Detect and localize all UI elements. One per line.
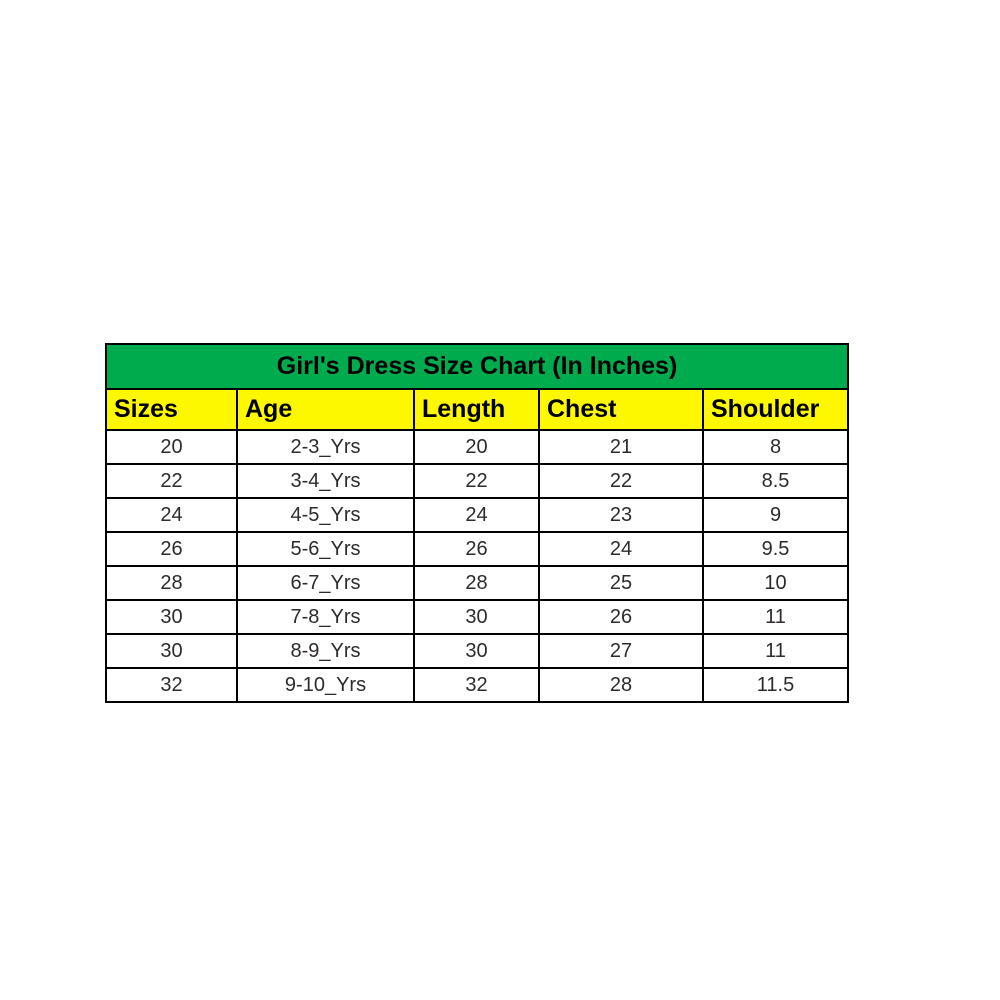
table-row: 20 2-3_Yrs 20 21 8: [105, 429, 850, 465]
table-cell: 8: [701, 429, 850, 465]
table-cell: 9-10_Yrs: [236, 667, 415, 703]
size-chart-table: Girl's Dress Size Chart (In Inches) Size…: [104, 343, 850, 703]
table-cell: 22: [413, 463, 540, 499]
table-cell: 30: [105, 599, 238, 635]
table-cell: 26: [413, 531, 540, 567]
table-cell: 22: [105, 463, 238, 499]
table-cell: 24: [538, 531, 704, 567]
table-cell: 30: [413, 633, 540, 669]
table-cell: 28: [413, 565, 540, 601]
column-header: Sizes: [105, 388, 238, 431]
table-cell: 23: [538, 497, 704, 533]
column-header: Chest: [538, 388, 704, 431]
table-cell: 7-8_Yrs: [236, 599, 415, 635]
table-cell: 27: [538, 633, 704, 669]
column-header: Shoulder: [701, 388, 850, 431]
column-header: Age: [236, 388, 415, 431]
table-cell: 3-4_Yrs: [236, 463, 415, 499]
table-cell: 25: [538, 565, 704, 601]
table-cell: 32: [413, 667, 540, 703]
column-header: Length: [413, 388, 540, 431]
table-cell: 11: [701, 633, 850, 669]
table-cell: 6-7_Yrs: [236, 565, 415, 601]
table-row: 30 7-8_Yrs 30 26 11: [105, 599, 850, 635]
table-cell: 8.5: [701, 463, 850, 499]
table-cell: 22: [538, 463, 704, 499]
table-cell: 2-3_Yrs: [236, 429, 415, 465]
title-row: Girl's Dress Size Chart (In Inches): [104, 343, 850, 390]
table-cell: 32: [105, 667, 238, 703]
table-row: 32 9-10_Yrs 32 28 11.5: [105, 667, 850, 703]
table-cell: 11: [701, 599, 850, 635]
table-cell: 28: [538, 667, 704, 703]
table-cell: 30: [105, 633, 238, 669]
table-cell: 11.5: [701, 667, 850, 703]
table-cell: 20: [413, 429, 540, 465]
column-header-row: Sizes Age Length Chest Shoulder: [105, 388, 850, 431]
table-row: 22 3-4_Yrs 22 22 8.5: [105, 463, 850, 499]
table-cell: 20: [105, 429, 238, 465]
table-cell: 9.5: [701, 531, 850, 567]
table-row: 24 4-5_Yrs 24 23 9: [105, 497, 850, 533]
table-cell: 24: [105, 497, 238, 533]
table-cell: 26: [105, 531, 238, 567]
table-cell: 28: [105, 565, 238, 601]
table-cell: 21: [538, 429, 704, 465]
table-cell: 24: [413, 497, 540, 533]
table-row: 28 6-7_Yrs 28 25 10: [105, 565, 850, 601]
table-cell: 10: [701, 565, 850, 601]
table-row: 30 8-9_Yrs 30 27 11: [105, 633, 850, 669]
table-title: Girl's Dress Size Chart (In Inches): [104, 343, 850, 390]
table-cell: 5-6_Yrs: [236, 531, 415, 567]
table-cell: 9: [701, 497, 850, 533]
table-cell: 30: [413, 599, 540, 635]
table-cell: 4-5_Yrs: [236, 497, 415, 533]
table-cell: 26: [538, 599, 704, 635]
table-cell: 8-9_Yrs: [236, 633, 415, 669]
table-row: 26 5-6_Yrs 26 24 9.5: [105, 531, 850, 567]
